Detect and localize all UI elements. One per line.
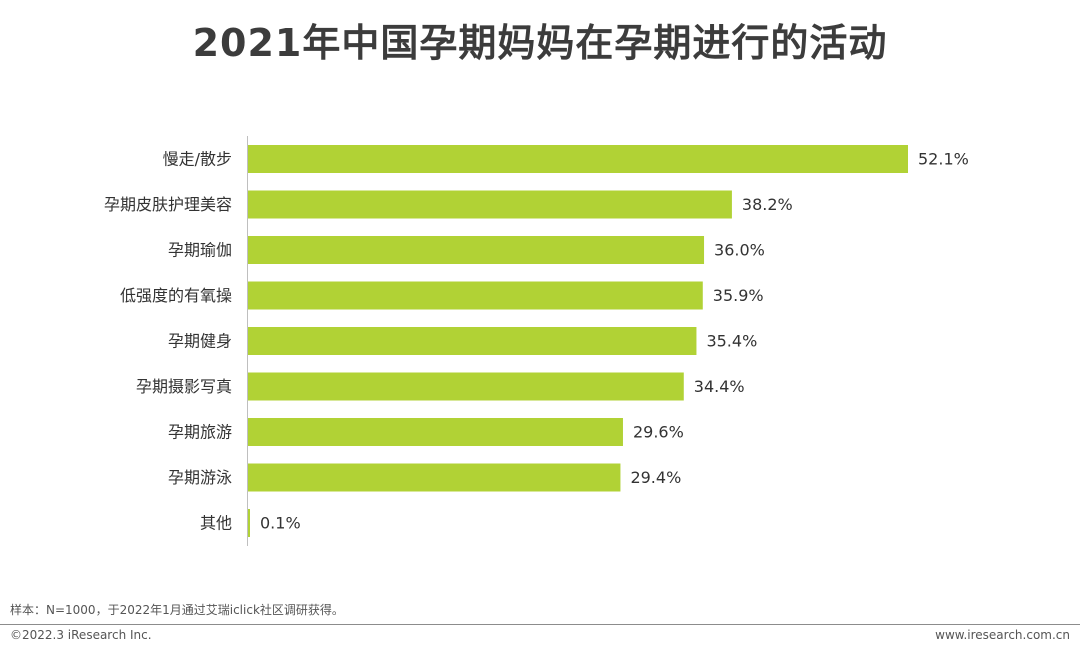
bar [248, 236, 705, 264]
value-label: 36.0% [714, 241, 765, 260]
chart-title: 2021年中国孕期妈妈在孕期进行的活动 [192, 21, 888, 65]
category-label: 慢走/散步 [163, 150, 232, 169]
category-label: 孕期游泳 [168, 468, 232, 487]
bar [248, 372, 684, 401]
category-label: 孕期摄影写真 [136, 377, 232, 396]
bar [248, 418, 623, 446]
category-label: 孕期皮肤护理美容 [104, 195, 232, 214]
bar [248, 145, 908, 173]
copyright-text: ©2022.3 iResearch Inc. [10, 628, 152, 642]
bar [248, 190, 732, 219]
value-label: 29.6% [633, 423, 684, 442]
category-label: 孕期旅游 [168, 423, 232, 442]
bar [248, 463, 621, 492]
category-label: 其他 [200, 514, 232, 533]
value-label: 35.9% [713, 286, 764, 305]
bar-chart: 慢走/散步 52.1% 孕期皮肤护理美容 38.2% 孕期瑜伽 36.0% 低强度的有氧操 3… [104, 136, 969, 546]
value-label: 34.4% [694, 377, 745, 396]
footer-divider [0, 624, 1080, 625]
footnote: 样本：N=1000，于2022年1月通过艾瑞iclick社区调研获得。 [10, 603, 344, 617]
value-label: 0.1% [260, 514, 301, 533]
category-label: 孕期瑜伽 [168, 241, 232, 260]
value-label: 52.1% [918, 150, 969, 169]
category-label: 低强度的有氧操 [120, 286, 232, 305]
bars-layer: 慢走/散步 52.1% 孕期皮肤护理美容 38.2% 孕期瑜伽 36.0% 低强度的有氧操 3… [104, 145, 969, 537]
value-label: 29.4% [630, 468, 681, 487]
value-label: 35.4% [706, 332, 757, 351]
value-label: 38.2% [742, 195, 793, 214]
bar [248, 327, 697, 355]
bar [248, 281, 703, 310]
bar [248, 509, 250, 537]
website-text: www.iresearch.com.cn [935, 628, 1070, 642]
category-label: 孕期健身 [168, 332, 232, 351]
